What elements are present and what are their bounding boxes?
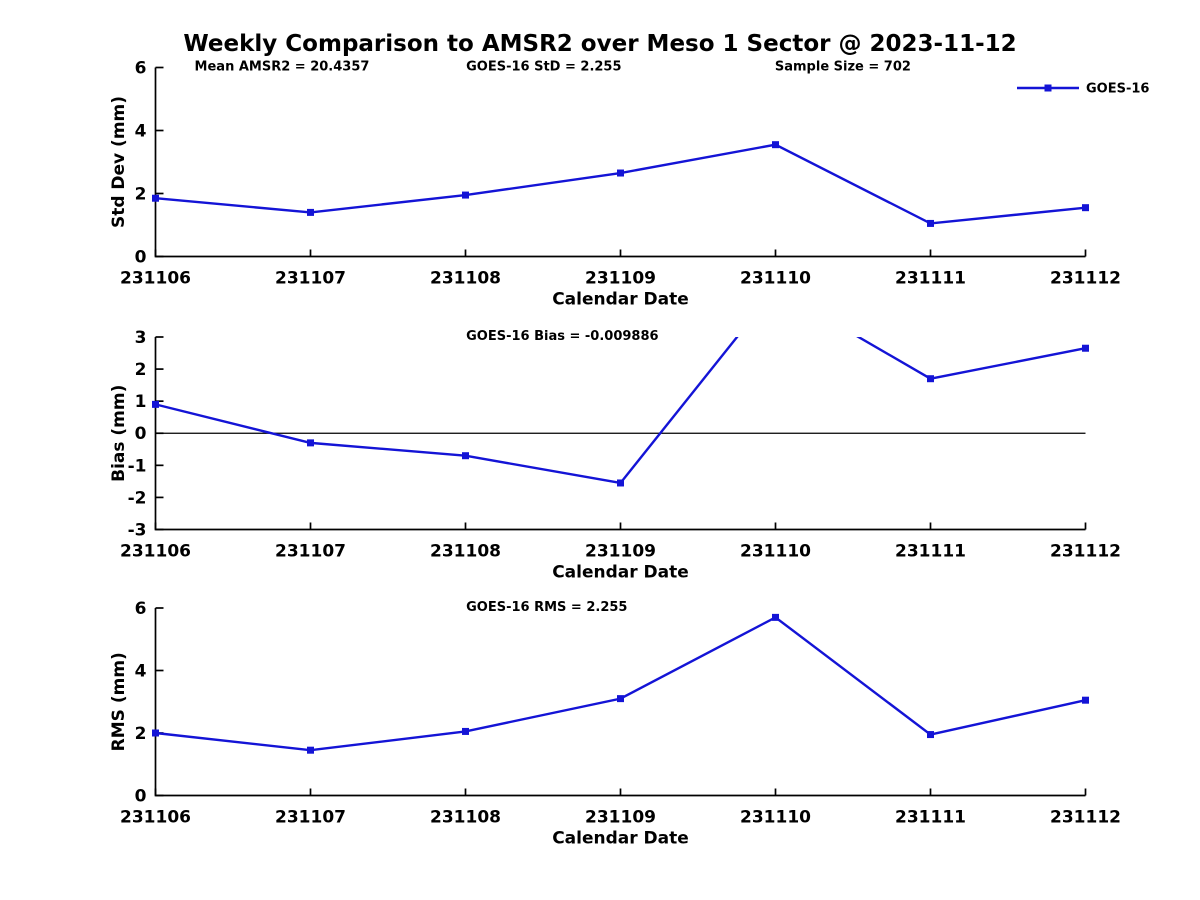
y-tick-label: -3 [128,520,147,540]
x-tick-label: 231106 [120,268,191,288]
subplot-rms: 231106 231107 231108 231109 231110 231111 2311… [109,599,1121,849]
x-tick-label: 231111 [895,541,966,561]
y-tick-label: 0 [135,247,147,267]
x-tick-label: 231112 [1050,541,1121,561]
data-point-marker [1082,696,1089,704]
series-line-goes-16 [155,143,1086,225]
x-tick-label: 231107 [275,268,346,288]
y-tick-label: 1 [135,392,147,412]
x-tick-label: 231112 [1050,268,1121,288]
data-point-marker [1082,344,1089,352]
y-tick-label: -2 [128,488,147,508]
data-point-marker [927,731,934,739]
y-tick-label: 2 [135,724,147,744]
x-tick-label: 231112 [1050,807,1121,827]
stat-annotation: GOES-16 Bias = -0.009886 [466,329,658,344]
data-point-marker [152,194,159,202]
data-point-marker [462,727,469,735]
data-point-marker [307,439,314,447]
x-axis-title: Calendar Date [552,562,689,582]
y-tick-label: 2 [135,184,147,204]
x-axis-title: Calendar Date [552,289,689,309]
y-tick-label: -1 [128,456,147,476]
legend-label: GOES-16 [1086,82,1149,97]
data-point-marker [927,219,934,227]
legend-marker-icon [1044,84,1052,92]
y-tick-label: 4 [135,661,147,681]
y-tick-label: 2 [135,360,147,380]
legend: GOES-16 [1017,82,1149,97]
y-tick-label: 6 [135,58,147,78]
data-point-marker [307,746,314,754]
y-tick-label: 3 [135,328,147,348]
data-point-marker [152,729,159,737]
data-point-marker [307,208,314,216]
stat-annotation: GOES-16 StD = 2.255 [466,60,621,75]
y-tick-label: 4 [135,121,147,141]
data-point-marker [772,613,779,621]
x-tick-label: 231108 [430,268,501,288]
x-tick-label: 231107 [275,807,346,827]
x-tick-label: 231111 [895,268,966,288]
y-tick-label: 6 [135,599,147,619]
x-tick-label: 231109 [585,807,656,827]
stat-annotation: GOES-16 RMS = 2.255 [466,600,627,615]
y-axis-title: RMS (mm) [109,652,129,751]
data-point-marker [617,169,624,177]
y-tick-label: 0 [135,424,147,444]
axes-spines [154,67,1086,258]
y-axis-title: Bias (mm) [109,385,129,482]
x-tick-label: 231108 [430,541,501,561]
x-axis-title: Calendar Date [552,828,689,848]
data-point-marker [617,695,624,703]
series-line-goes-16 [155,337,1086,485]
data-point-marker [617,479,624,487]
series-line-goes-16 [155,615,1086,752]
data-point-marker [1082,204,1089,212]
data-point-marker [462,191,469,199]
x-tick-label: 231109 [585,268,656,288]
x-tick-label: 231111 [895,807,966,827]
x-tick-label: 231107 [275,541,346,561]
x-tick-label: 231106 [120,541,191,561]
subplot-bias: 231106 231107 231108 231109 231110 231111 2311… [109,328,1121,583]
y-axis-title: Std Dev (mm) [109,96,129,228]
x-tick-label: 231110 [740,268,811,288]
x-tick-label: 231110 [740,807,811,827]
x-tick-label: 231108 [430,807,501,827]
x-tick-label: 231109 [585,541,656,561]
x-tick-label: 231110 [740,541,811,561]
x-tick-label: 231106 [120,807,191,827]
stat-annotation: Sample Size = 702 [775,60,911,75]
data-point-marker [927,375,934,383]
data-point-marker [772,141,779,149]
data-point-marker [152,400,159,408]
data-point-marker [462,452,469,460]
y-tick-label: 0 [135,786,147,806]
figure-title: Weekly Comparison to AMSR2 over Meso 1 S… [183,31,1017,57]
subplot-std-dev: 231106 231107 231108 231109 231110 231111 2311… [109,58,1121,309]
stat-annotation: Mean AMSR2 = 20.4357 [195,60,370,75]
